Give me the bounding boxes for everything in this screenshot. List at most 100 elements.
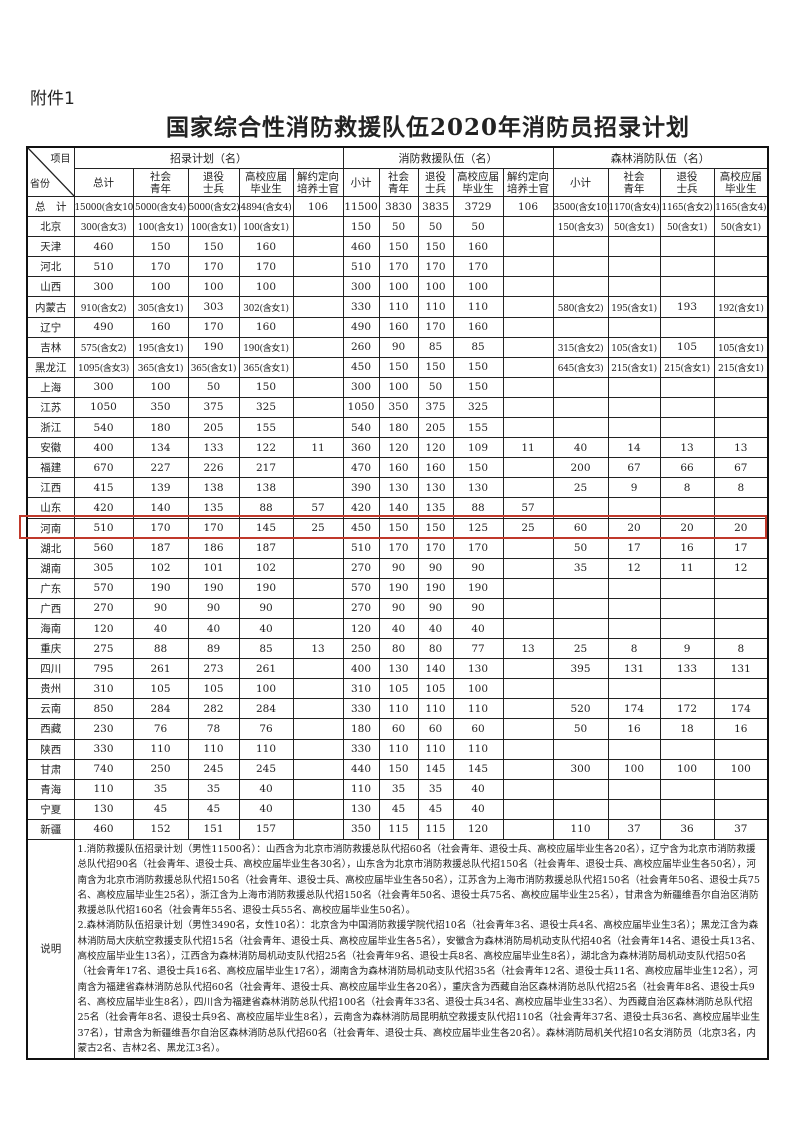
value-cell: 8	[713, 638, 769, 660]
value-cell	[552, 376, 609, 398]
value-cell: 89	[187, 638, 240, 660]
value-cell: 180	[378, 417, 419, 439]
value-cell: 275	[73, 638, 134, 660]
value-cell: 174	[607, 698, 661, 720]
value-cell: 470	[342, 457, 380, 479]
value-cell: 1095(含女3)	[73, 356, 134, 378]
value-cell: 100	[132, 376, 189, 398]
value-cell: 160	[417, 457, 454, 479]
note-item: 1.消防救援队伍招录计划（男性11500名）：山西含为北京市消防救援总队代招60…	[77, 844, 760, 917]
value-cell: 540	[73, 417, 134, 439]
value-cell	[713, 738, 769, 760]
value-cell: 270	[342, 597, 380, 619]
value-cell: 174	[713, 698, 769, 720]
value-cell	[502, 678, 554, 700]
value-cell	[292, 698, 344, 720]
value-cell: 217	[238, 457, 294, 479]
value-cell: 133	[187, 437, 240, 459]
value-cell	[659, 396, 715, 419]
group-header-forest: 森林消防队伍（名）	[552, 146, 769, 169]
table-row: 贵州 310 105 105 100 310 105 105 100	[26, 678, 769, 700]
value-cell: 160	[452, 316, 504, 338]
value-cell: 460	[342, 236, 380, 258]
column-header-line: 退役	[425, 170, 447, 183]
value-cell: 910(含女2)	[73, 296, 134, 318]
table-row: 湖南 305 102 101 102 270 90 90 90 35 12 11 12	[26, 557, 769, 579]
value-cell: 50	[378, 216, 419, 238]
value-cell: 170	[452, 256, 504, 278]
value-cell	[713, 798, 769, 820]
value-cell: 138	[238, 477, 294, 499]
value-cell: 170	[378, 537, 419, 559]
value-cell	[292, 617, 344, 640]
value-cell: 170	[417, 256, 454, 278]
value-cell	[502, 276, 554, 298]
value-cell	[502, 216, 554, 238]
value-cell: 190	[132, 577, 189, 599]
value-cell: 375	[417, 396, 454, 419]
value-cell	[502, 336, 554, 358]
value-cell: 100	[417, 276, 454, 298]
value-cell: 110	[378, 698, 419, 720]
value-cell: 50	[552, 537, 609, 559]
value-cell: 100	[713, 758, 769, 780]
value-cell: 1050	[73, 396, 134, 419]
value-cell: 130	[378, 477, 419, 499]
value-cell: 195(含女1)	[132, 336, 189, 358]
table-row: 湖北 560 187 186 187 510 170 170 170 50 17 16 17	[26, 537, 769, 559]
value-cell: 134	[132, 437, 189, 459]
value-cell: 50(含女1)	[713, 216, 769, 238]
value-cell: 193	[659, 296, 715, 318]
value-cell	[502, 577, 554, 599]
value-cell: 190	[238, 577, 294, 599]
table-row: 江西 415 139 138 138 390 130 130 130 25 9 8 8	[26, 477, 769, 499]
value-cell: 60	[452, 718, 504, 740]
value-cell: 110	[378, 738, 419, 760]
value-cell: 100	[238, 276, 294, 298]
value-cell	[607, 376, 661, 398]
value-cell: 170	[417, 316, 454, 338]
province-cell: 上海	[26, 376, 75, 398]
value-cell: 160	[452, 236, 504, 258]
value-cell	[502, 778, 554, 800]
value-cell: 140	[378, 497, 419, 519]
value-cell: 460	[73, 818, 134, 841]
value-cell: 245	[238, 758, 294, 780]
value-cell: 50	[417, 376, 454, 398]
value-cell	[607, 577, 661, 599]
value-cell	[292, 356, 344, 378]
value-cell	[502, 457, 554, 479]
value-cell	[502, 396, 554, 419]
value-cell: 110	[187, 738, 240, 760]
value-cell: 45	[187, 798, 240, 820]
corner-item-label: 项目	[50, 154, 71, 165]
value-cell	[292, 658, 344, 680]
table-row: 甘肃 740 250 245 245 440 150 145 145 300 100 100 100	[26, 758, 769, 780]
table-row: 新疆 460 152 151 157 350 115 115 120 110 37 36 37	[26, 818, 769, 841]
value-cell: 85	[238, 638, 294, 660]
value-cell: 40	[238, 778, 294, 800]
column-header-line: 培养士官	[297, 182, 340, 195]
value-cell: 151	[187, 818, 240, 841]
value-cell: 150	[378, 356, 419, 378]
value-cell	[713, 276, 769, 298]
value-cell: 80	[417, 638, 454, 660]
value-cell: 76	[238, 718, 294, 740]
value-cell: 205	[417, 417, 454, 439]
value-cell: 170	[187, 256, 240, 278]
value-cell: 215(含女1)	[659, 356, 715, 378]
value-cell: 110	[552, 818, 609, 841]
column-header-line: 士兵	[676, 182, 698, 195]
diagonal-line	[28, 148, 73, 196]
value-cell	[713, 577, 769, 599]
value-cell: 157	[238, 818, 294, 841]
value-cell	[659, 417, 715, 439]
value-cell: 226	[187, 457, 240, 479]
value-cell: 109	[452, 437, 504, 459]
value-cell	[292, 376, 344, 398]
value-cell	[659, 316, 715, 338]
province-cell: 陕西	[26, 738, 75, 760]
total-row: 总 计 15000(含女10) 5000(含女4) 5000(含女2) 4894(含女4…	[26, 195, 769, 218]
value-cell: 25	[552, 638, 609, 660]
value-cell: 160	[132, 316, 189, 338]
